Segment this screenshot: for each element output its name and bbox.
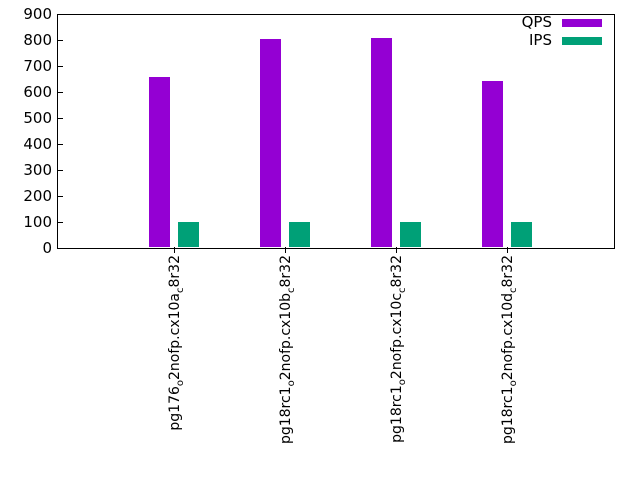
x-label-subscript: c — [396, 287, 408, 293]
y-tick-mark — [57, 92, 63, 93]
bar-qps-1 — [260, 39, 281, 247]
bar-ips-2 — [400, 221, 421, 247]
legend-entry-ips: IPS — [490, 32, 608, 52]
x-label-part: 2nofp.cx10c — [389, 292, 405, 380]
legend: QPS IPS — [490, 14, 608, 58]
y-axis: 900 800 700 600 500 400 300 200 100 0 — [0, 0, 52, 480]
x-label-part: 2nofp.cx10b — [278, 292, 294, 381]
x-label-part: 8r32 — [389, 255, 405, 288]
y-tick-mark — [57, 170, 63, 171]
y-tick-label: 0 — [42, 239, 52, 257]
x-label-part: 2nofp.cx10a — [167, 292, 183, 380]
x-label-subscript: c — [507, 287, 519, 293]
x-tick-mark — [174, 247, 175, 253]
bar-ips-0 — [178, 221, 199, 247]
bar-qps-0 — [149, 77, 170, 247]
x-axis-label-0: pg176o2nofp.cx10ac8r32 — [167, 255, 186, 431]
y-tick-label: 500 — [23, 109, 52, 127]
y-tick-mark — [57, 196, 63, 197]
x-label-subscript: o — [396, 379, 408, 386]
y-tick-label: 300 — [23, 161, 52, 179]
x-label-part: pg18rc1 — [278, 386, 294, 445]
x-tick-mark — [285, 247, 286, 253]
bar-ips-1 — [289, 221, 310, 247]
bar-qps-3 — [482, 81, 503, 247]
y-tick-label: 600 — [23, 83, 52, 101]
y-tick-label: 900 — [23, 5, 52, 23]
x-label-subscript: o — [507, 380, 519, 387]
legend-entry-qps: QPS — [490, 14, 608, 34]
x-label-part: pg176 — [167, 386, 183, 431]
y-tick-label: 800 — [23, 31, 52, 49]
x-axis-label-1: pg18rc1o2nofp.cx10bc8r32 — [278, 255, 297, 445]
x-label-subscript: o — [285, 380, 297, 387]
x-tick-mark — [396, 247, 397, 253]
x-label-part: pg18rc1 — [389, 385, 405, 443]
y-tick-label: 700 — [23, 57, 52, 75]
y-tick-label: 200 — [23, 187, 52, 205]
x-axis-label-2: pg18rc1o2nofp.cx10cc8r32 — [389, 255, 408, 443]
x-label-part: pg18rc1 — [500, 386, 516, 445]
x-axis-label-3: pg18rc1o2nofp.cx10dc8r32 — [500, 255, 519, 445]
x-label-part: 2nofp.cx10d — [500, 292, 516, 381]
legend-swatch-qps — [562, 19, 602, 27]
x-label-subscript: c — [285, 287, 297, 293]
legend-label-qps: QPS — [521, 13, 552, 31]
y-tick-mark — [57, 118, 63, 119]
legend-label-ips: IPS — [529, 31, 552, 49]
y-tick-label: 100 — [23, 213, 52, 231]
y-tick-mark — [57, 144, 63, 145]
x-label-part: 8r32 — [278, 255, 294, 288]
legend-swatch-ips — [562, 37, 602, 45]
x-label-subscript: o — [174, 379, 186, 387]
bar-qps-2 — [371, 38, 392, 247]
x-label-subscript: c — [174, 287, 186, 293]
y-tick-mark — [57, 66, 63, 67]
y-tick-mark — [57, 40, 63, 41]
y-tick-label: 400 — [23, 135, 52, 153]
x-tick-mark — [507, 247, 508, 253]
x-label-part: 8r32 — [167, 255, 183, 288]
x-label-part: 8r32 — [500, 255, 516, 288]
y-tick-mark — [57, 222, 63, 223]
bar-ips-3 — [511, 221, 532, 247]
